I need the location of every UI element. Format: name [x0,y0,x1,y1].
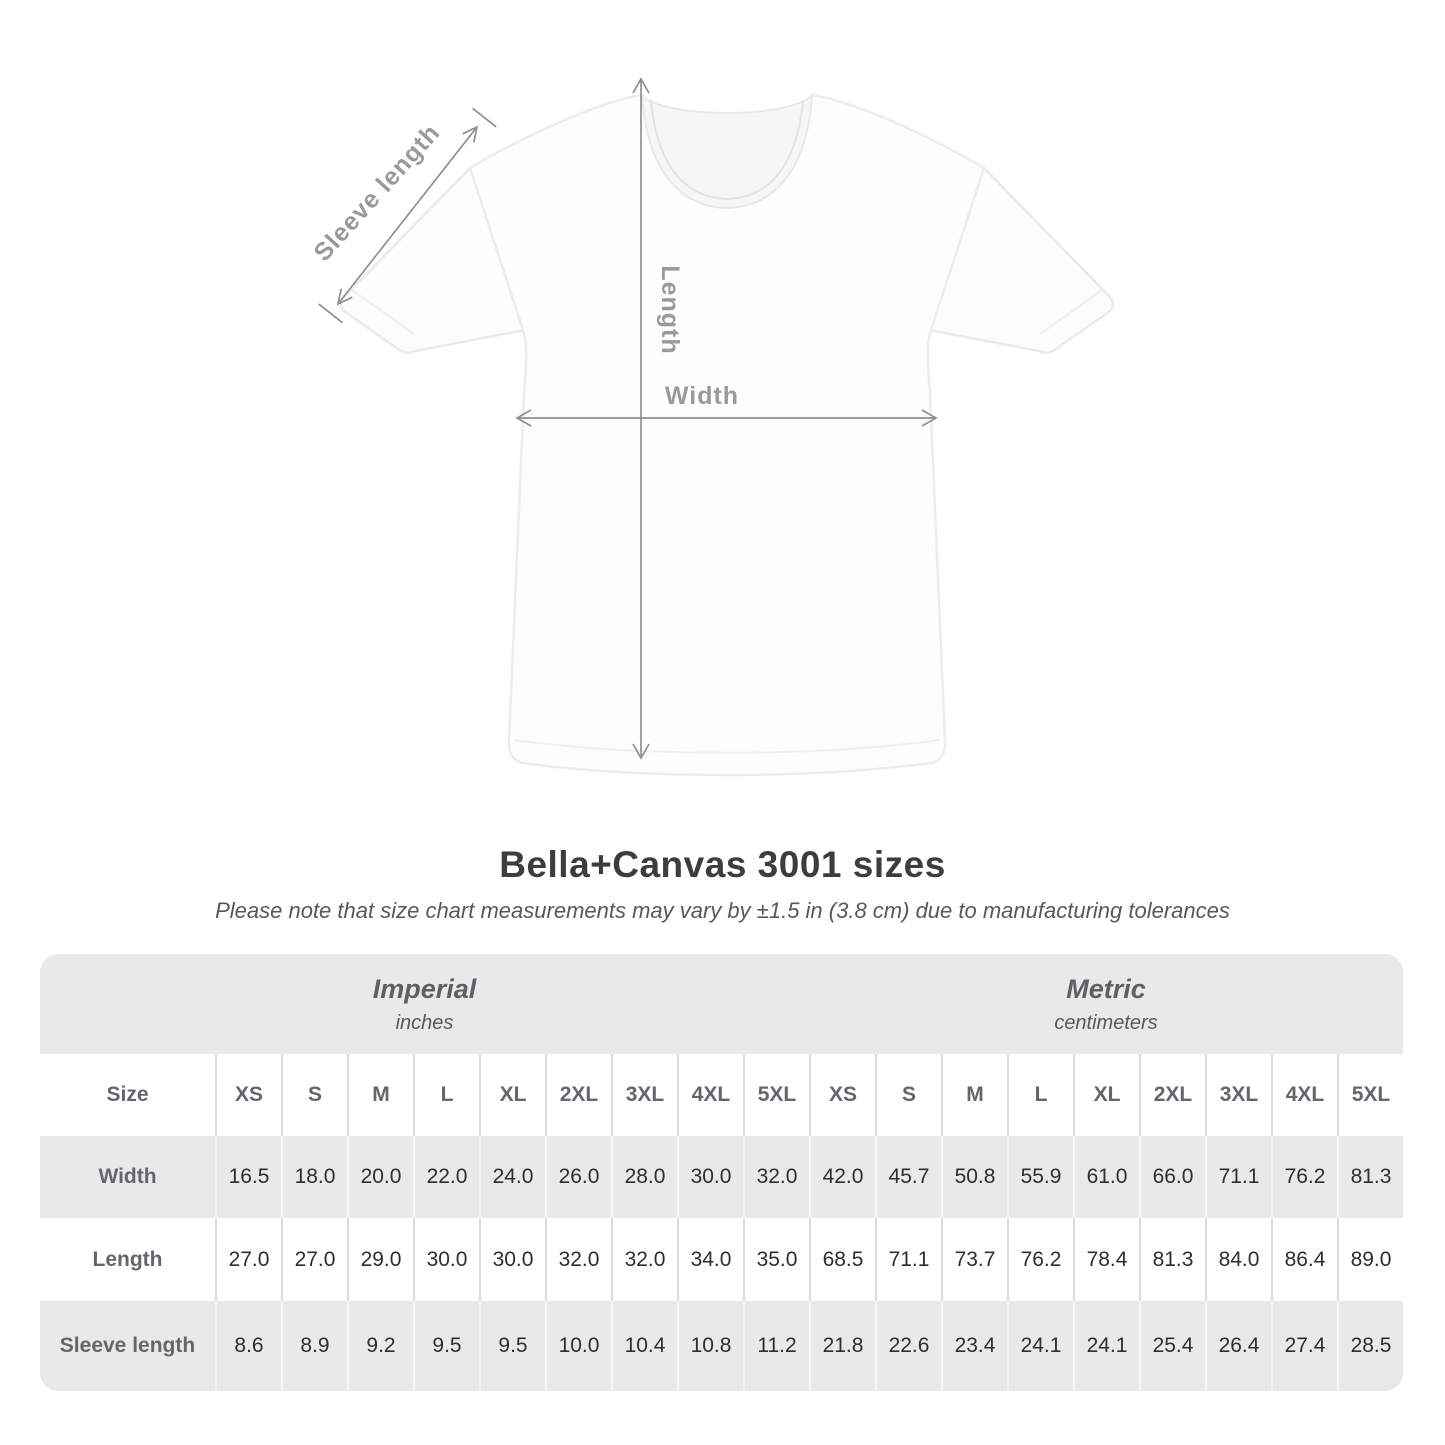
size-corner-label: Size [40,1054,215,1136]
value-cell-metric: 61.0 [1073,1136,1139,1218]
value-cell-metric: 73.7 [941,1218,1007,1301]
tshirt-neck-opening [640,92,814,210]
size-col-header-metric: L [1007,1054,1073,1136]
value-cell-metric: 71.1 [875,1218,941,1301]
tshirt-diagram-svg: Sleeve length Length Width [308,77,1114,777]
size-col-header-metric: 5XL [1337,1054,1403,1136]
tshirt-collar-seam [650,99,804,201]
size-col-header-imperial: 4XL [677,1054,743,1136]
value-cell-imperial: 8.6 [215,1301,281,1391]
size-col-header-imperial: XS [215,1054,281,1136]
value-cell-imperial: 9.2 [347,1301,413,1391]
value-cell-imperial: 11.2 [743,1301,809,1391]
row-label: Length [40,1218,215,1301]
size-col-header-metric: 2XL [1139,1054,1205,1136]
value-cell-imperial: 30.0 [677,1136,743,1218]
size-col-header-imperial: M [347,1054,413,1136]
value-cell-metric: 24.1 [1007,1301,1073,1391]
row-label: Width [40,1136,215,1218]
value-cell-metric: 71.1 [1205,1136,1271,1218]
metric-section-name: Metric [1066,973,1146,1004]
value-cell-imperial: 35.0 [743,1218,809,1301]
metric-section-unit: centimeters [1054,1011,1158,1034]
value-cell-metric: 42.0 [809,1136,875,1218]
value-cell-imperial: 18.0 [281,1136,347,1218]
size-col-header-imperial: S [281,1054,347,1136]
length-label: Length [656,265,684,354]
value-cell-metric: 76.2 [1271,1136,1337,1218]
value-cell-imperial: 27.0 [281,1218,347,1301]
value-cell-imperial: 20.0 [347,1136,413,1218]
page-title: Bella+Canvas 3001 sizes [499,844,946,885]
value-cell-metric: 68.5 [809,1218,875,1301]
tshirt-body [468,93,986,777]
size-col-header-metric: XL [1073,1054,1139,1136]
value-cell-metric: 22.6 [875,1301,941,1391]
value-cell-metric: 28.5 [1337,1301,1403,1391]
value-cell-imperial: 22.0 [413,1136,479,1218]
size-col-header-imperial: L [413,1054,479,1136]
value-cell-imperial: 30.0 [413,1218,479,1301]
value-cell-imperial: 10.0 [545,1301,611,1391]
value-cell-metric: 81.3 [1337,1136,1403,1218]
value-cell-metric: 66.0 [1139,1136,1205,1218]
value-cell-imperial: 8.9 [281,1301,347,1391]
value-cell-metric: 23.4 [941,1301,1007,1391]
width-arrow [515,409,938,427]
value-cell-imperial: 26.0 [545,1136,611,1218]
tshirt-left-sleeve [340,166,527,354]
value-cell-metric: 84.0 [1205,1218,1271,1301]
value-cell-imperial: 10.4 [611,1301,677,1391]
width-label: Width [665,382,739,410]
size-col-header-metric: S [875,1054,941,1136]
value-cell-metric: 81.3 [1139,1218,1205,1301]
size-col-header-imperial: 5XL [743,1054,809,1136]
value-cell-metric: 86.4 [1271,1218,1337,1301]
tshirt-right-sleeve [927,166,1114,354]
value-cell-metric: 76.2 [1007,1218,1073,1301]
tshirt-right-cuff-seam [1039,289,1103,335]
imperial-section-unit: inches [395,1011,454,1034]
value-cell-imperial: 32.0 [743,1136,809,1218]
size-col-header-metric: 4XL [1271,1054,1337,1136]
page-subtitle: Please note that size chart measurements… [215,898,1230,923]
tshirt-measurement-diagram: Sleeve length Length Width [308,77,1114,777]
value-cell-imperial: 24.0 [479,1136,545,1218]
tshirt-hem-seam [513,739,941,754]
size-col-header-metric: M [941,1054,1007,1136]
size-col-header-imperial: 2XL [545,1054,611,1136]
value-cell-metric: 24.1 [1073,1301,1139,1391]
value-cell-metric: 89.0 [1337,1218,1403,1301]
value-cell-metric: 55.9 [1007,1136,1073,1218]
metric-section-header: Metric centimeters [809,954,1403,1054]
row-label: Sleeve length [40,1301,215,1391]
value-cell-imperial: 9.5 [479,1301,545,1391]
value-cell-imperial: 9.5 [413,1301,479,1391]
value-cell-imperial: 16.5 [215,1136,281,1218]
value-cell-imperial: 30.0 [479,1218,545,1301]
tshirt-left-cuff-seam [351,289,415,335]
value-cell-imperial: 28.0 [611,1136,677,1218]
size-col-header-imperial: XL [479,1054,545,1136]
value-cell-imperial: 29.0 [347,1218,413,1301]
size-table: Imperial inches Metric centimeters Size X… [40,954,1403,1391]
value-cell-imperial: 34.0 [677,1218,743,1301]
size-col-header-metric: XS [809,1054,875,1136]
value-cell-imperial: 32.0 [611,1218,677,1301]
size-col-header-imperial: 3XL [611,1054,677,1136]
value-cell-metric: 50.8 [941,1136,1007,1218]
value-cell-metric: 25.4 [1139,1301,1205,1391]
value-cell-metric: 27.4 [1271,1301,1337,1391]
value-cell-imperial: 32.0 [545,1218,611,1301]
imperial-section-name: Imperial [372,973,477,1004]
sleeve-length-arrow [318,107,497,324]
value-cell-imperial: 27.0 [215,1218,281,1301]
value-cell-metric: 21.8 [809,1301,875,1391]
value-cell-metric: 45.7 [875,1136,941,1218]
value-cell-metric: 78.4 [1073,1218,1139,1301]
imperial-section-header: Imperial inches [40,954,809,1054]
value-cell-imperial: 10.8 [677,1301,743,1391]
size-col-header-metric: 3XL [1205,1054,1271,1136]
value-cell-metric: 26.4 [1205,1301,1271,1391]
